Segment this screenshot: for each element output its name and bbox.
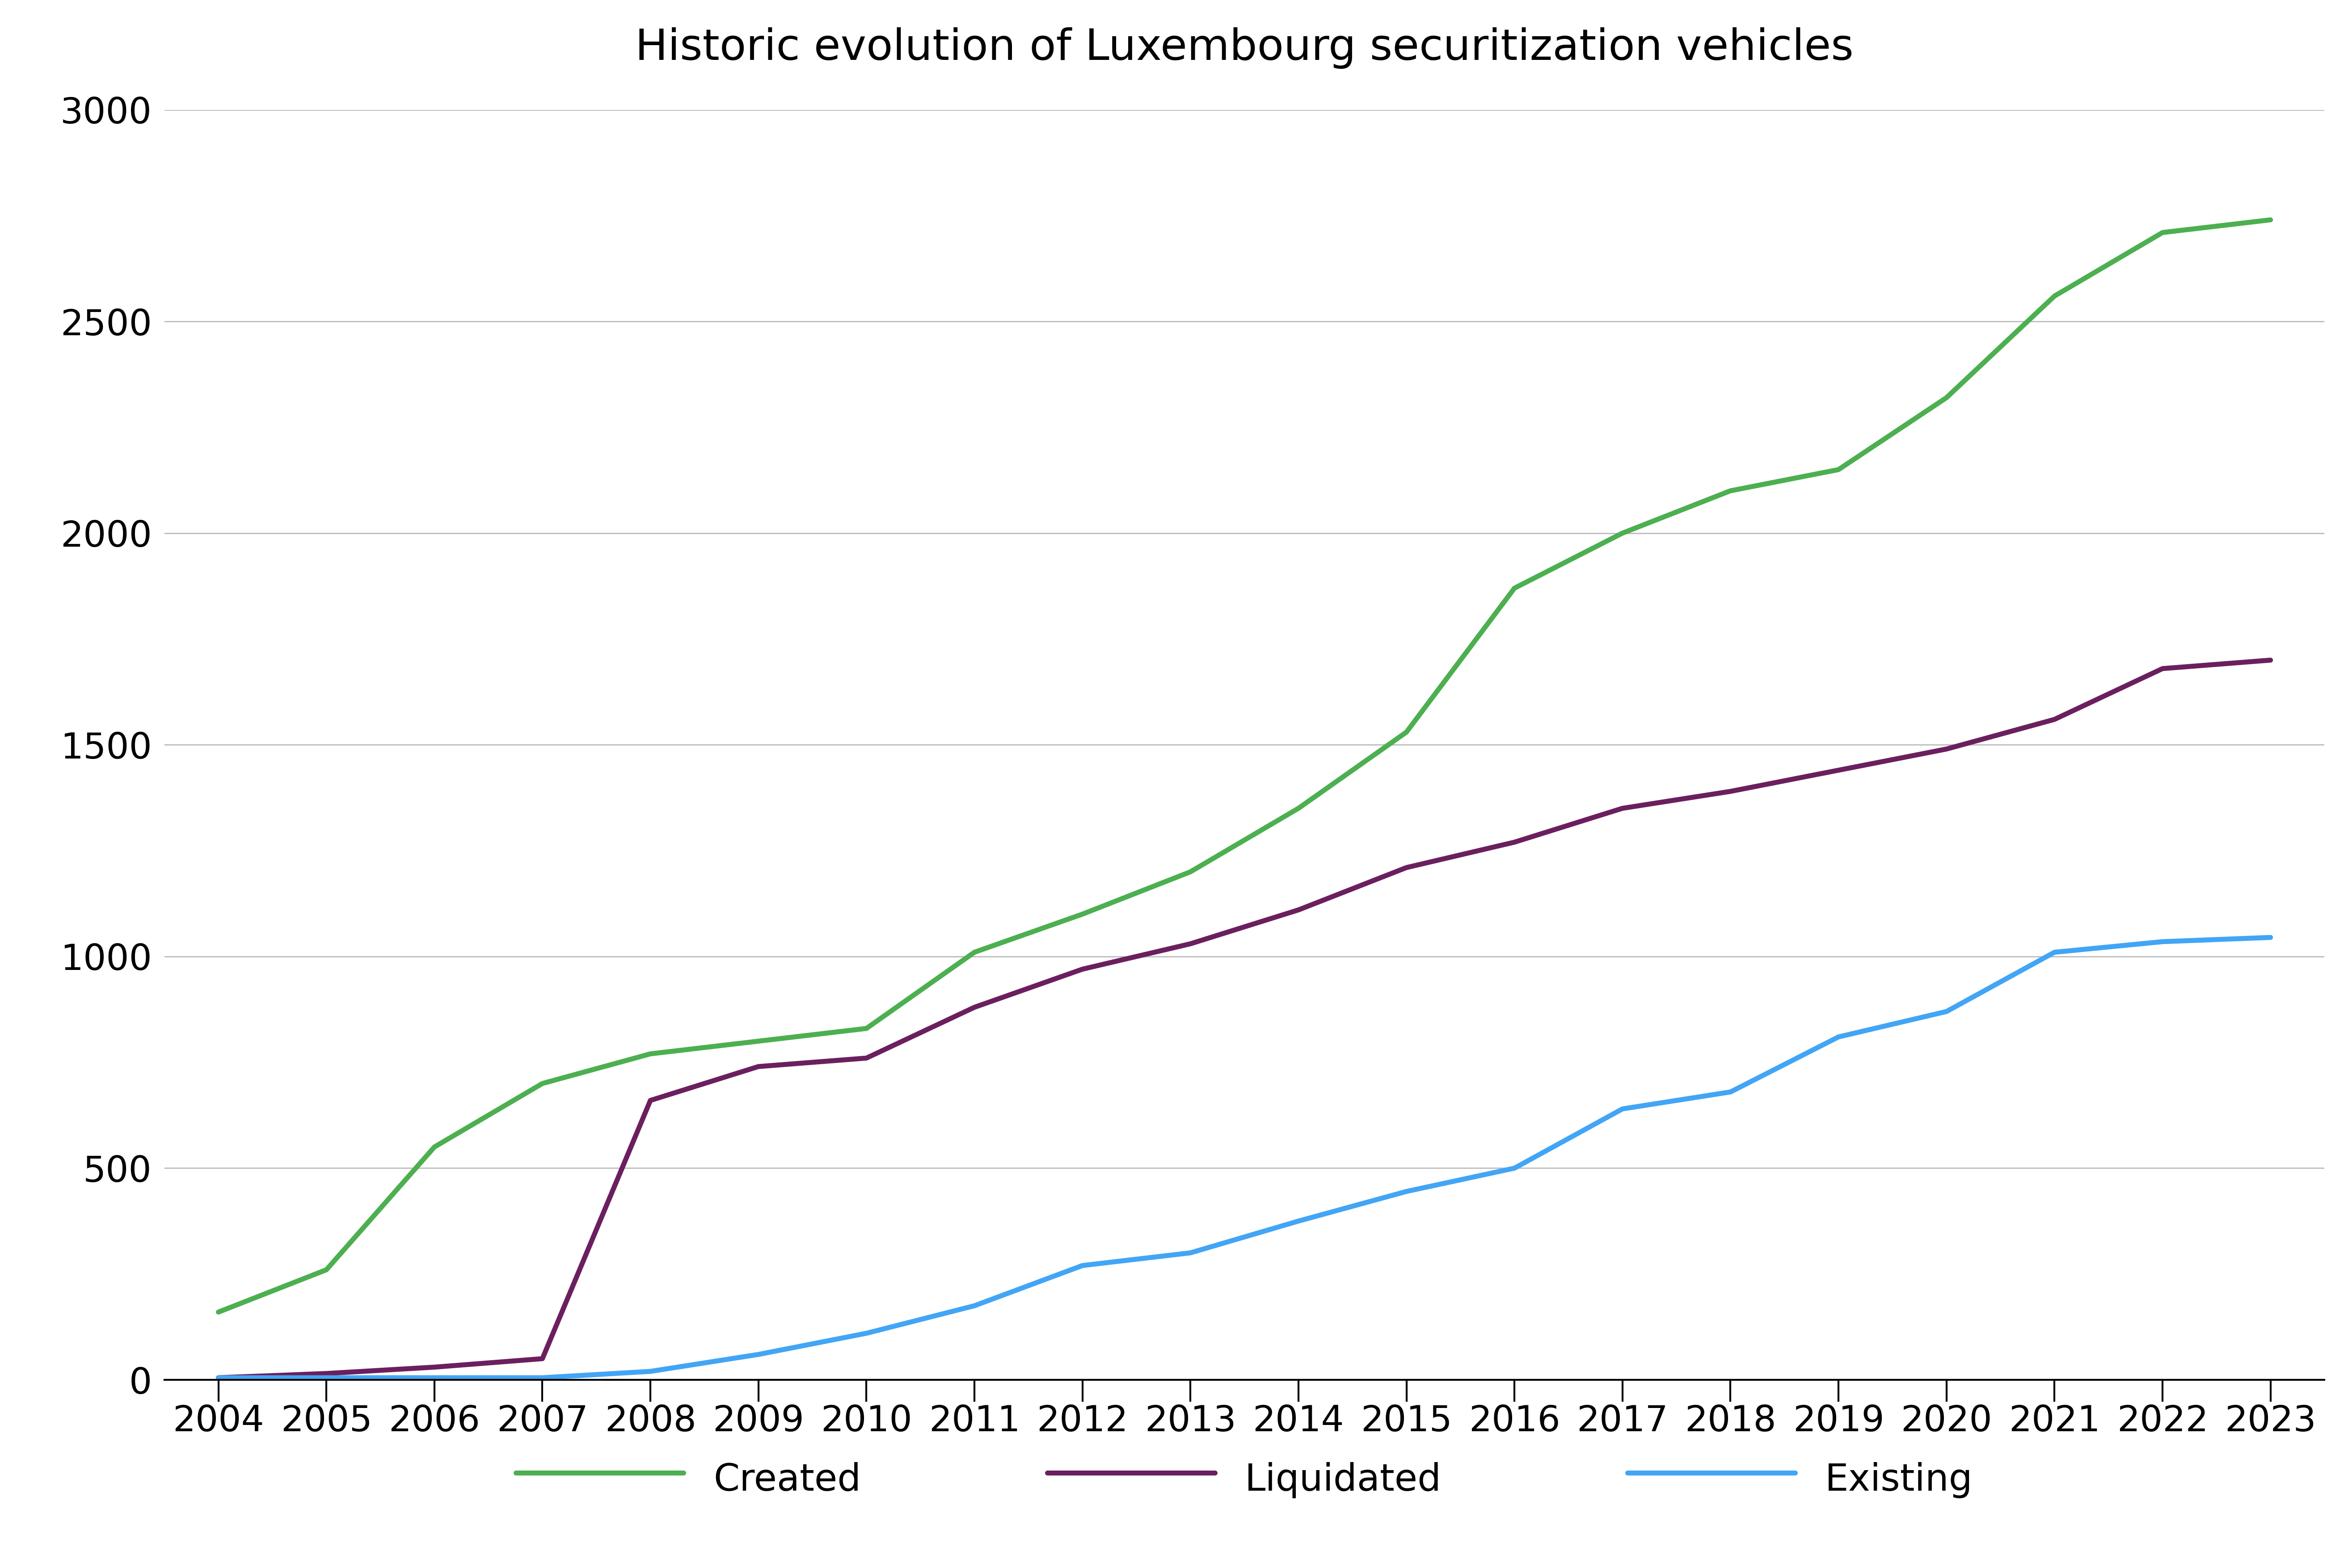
- Liquidated: [744, 1057, 772, 1076]
- Existing: [2148, 933, 2177, 952]
- Line: Created: Created: [218, 220, 2271, 1312]
- Existing: [2040, 942, 2069, 961]
- Liquidated: [636, 1091, 664, 1110]
- Existing: [636, 1363, 664, 1381]
- Liquidated: [960, 997, 989, 1016]
- Title: Historic evolution of Luxembourg securitization vehicles: Historic evolution of Luxembourg securit…: [636, 28, 1853, 69]
- Existing: [2256, 928, 2285, 947]
- Existing: [1176, 1243, 1205, 1262]
- Liquidated: [2256, 651, 2285, 670]
- Liquidated: [528, 1348, 556, 1367]
- Created: [1392, 723, 1421, 742]
- Liquidated: [1608, 800, 1637, 818]
- Liquidated: [2040, 710, 2069, 729]
- Liquidated: [852, 1049, 880, 1068]
- Liquidated: [1824, 760, 1853, 779]
- Created: [2148, 223, 2177, 241]
- Created: [1932, 389, 1961, 408]
- Liquidated: [204, 1369, 232, 1388]
- Created: [1068, 905, 1097, 924]
- Liquidated: [420, 1358, 448, 1377]
- Existing: [420, 1369, 448, 1388]
- Created: [1716, 481, 1745, 500]
- Liquidated: [2148, 659, 2177, 677]
- Liquidated: [1716, 782, 1745, 801]
- Existing: [1068, 1256, 1097, 1275]
- Created: [204, 1303, 232, 1322]
- Line: Existing: Existing: [218, 938, 2271, 1378]
- Created: [312, 1261, 340, 1279]
- Created: [420, 1138, 448, 1157]
- Created: [852, 1019, 880, 1038]
- Liquidated: [312, 1364, 340, 1383]
- Created: [1824, 461, 1853, 480]
- Created: [2040, 287, 2069, 306]
- Existing: [312, 1369, 340, 1388]
- Existing: [744, 1345, 772, 1364]
- Existing: [1500, 1159, 1529, 1178]
- Existing: [960, 1297, 989, 1316]
- Existing: [1608, 1099, 1637, 1118]
- Created: [528, 1074, 556, 1093]
- Legend: Created, Liquidated, Existing: Created, Liquidated, Existing: [517, 1455, 1972, 1501]
- Liquidated: [1392, 858, 1421, 877]
- Created: [960, 942, 989, 961]
- Created: [1176, 862, 1205, 881]
- Liquidated: [1932, 740, 1961, 759]
- Existing: [204, 1369, 232, 1388]
- Existing: [1824, 1027, 1853, 1046]
- Created: [1284, 800, 1313, 818]
- Existing: [528, 1369, 556, 1388]
- Existing: [1392, 1182, 1421, 1201]
- Liquidated: [1500, 833, 1529, 851]
- Created: [1608, 524, 1637, 543]
- Created: [636, 1044, 664, 1063]
- Created: [744, 1032, 772, 1051]
- Created: [2256, 210, 2285, 229]
- Existing: [1932, 1002, 1961, 1021]
- Liquidated: [1068, 960, 1097, 978]
- Liquidated: [1284, 900, 1313, 919]
- Liquidated: [1176, 935, 1205, 953]
- Existing: [1716, 1082, 1745, 1101]
- Existing: [1284, 1212, 1313, 1231]
- Existing: [852, 1323, 880, 1342]
- Created: [1500, 579, 1529, 597]
- Line: Liquidated: Liquidated: [218, 660, 2271, 1378]
